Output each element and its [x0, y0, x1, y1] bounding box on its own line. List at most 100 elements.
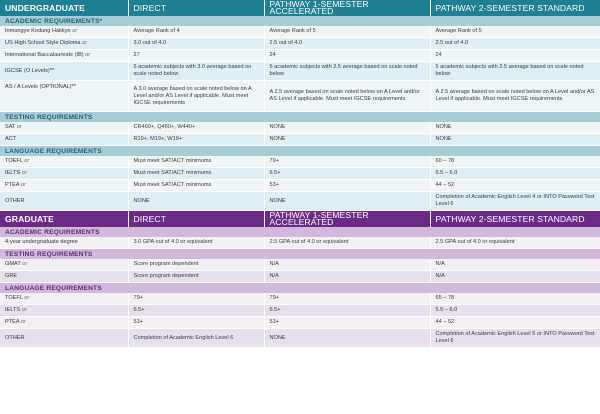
- section-title: TESTING REQUIREMENTS: [0, 248, 600, 259]
- section-header: LANGUAGE REQUIREMENTS: [0, 282, 600, 293]
- row-label: TOEFL or: [0, 293, 129, 305]
- cell-direct: Must meet SAT/ACT minimums: [128, 167, 265, 180]
- cell-direct: 3.0 out of 4.0: [128, 37, 265, 50]
- or-text: or: [24, 295, 30, 301]
- cell-pathway-1: 6.5+: [264, 304, 431, 317]
- undergraduate-header-row: UNDERGRADUATE DIRECT PATHWAY 1-SEMESTER …: [0, 0, 600, 16]
- cell-pathway-1: NONE: [264, 122, 431, 134]
- row-label: SAT or: [0, 122, 129, 134]
- table-row: PTEA or Must meet SAT/ACT minimums 53+ 4…: [0, 179, 600, 192]
- cell-direct: Score program dependent: [128, 259, 265, 271]
- or-text: or: [82, 40, 88, 46]
- cell-pathway-1: NONE: [264, 328, 431, 348]
- requirements-table: UNDERGRADUATE DIRECT PATHWAY 1-SEMESTER …: [0, 0, 600, 348]
- pathway-2-column-header: PATHWAY 2-SEMESTER STANDARD: [430, 0, 600, 16]
- or-text: or: [21, 307, 27, 313]
- section-title: LANGUAGE REQUIREMENTS: [0, 145, 600, 156]
- table-row: SAT or CR460+, Q460+, W440+ NONE NONE: [0, 122, 600, 134]
- row-label-text: PTEA: [5, 319, 20, 325]
- table-row: OTHER Completion of Academic English Lev…: [0, 328, 600, 348]
- row-label: PTEA or: [0, 316, 129, 329]
- row-label: IELTS or: [0, 304, 129, 317]
- row-label-text: AS / A Levels (OPTIONAL)**: [5, 84, 76, 90]
- cell-pathway-1: NONE: [264, 133, 431, 146]
- cell-pathway-2: 65 – 78: [430, 293, 600, 305]
- cell-pathway-2: N/A: [430, 270, 600, 283]
- cell-pathway-1: N/A: [264, 270, 431, 283]
- cell-pathway-1: N/A: [264, 259, 431, 271]
- row-label-text: OTHER: [5, 334, 25, 341]
- section-header: LANGUAGE REQUIREMENTS: [0, 145, 600, 156]
- table-row: PTEA or 53+ 53+ 44 – 52: [0, 316, 600, 329]
- section-title: TESTING REQUIREMENTS: [0, 111, 600, 122]
- cell-direct: 5 academic subjects with 3.0 average bas…: [128, 61, 265, 81]
- cell-direct: Average Rank of 4: [128, 26, 265, 38]
- cell-pathway-1: 53+: [264, 316, 431, 329]
- cell-pathway-1: Average Rank of 5: [264, 26, 431, 38]
- row-label-text: 4-year undergraduate degree: [5, 239, 78, 245]
- cell-pathway-2: 24: [430, 49, 600, 62]
- or-text: or: [20, 319, 26, 325]
- row-label-text: IGCSE (O Levels)**: [5, 67, 55, 74]
- section-header: TESTING REQUIREMENTS: [0, 111, 600, 122]
- cell-pathway-1: 2.5 GPA out of 4.0 or equivalent: [264, 237, 431, 249]
- table-row: GMAT or Score program dependent N/A N/A: [0, 259, 600, 271]
- cell-pathway-2: NONE: [430, 122, 600, 134]
- row-label-text: ACT: [5, 136, 17, 142]
- cell-direct: Score program dependent: [128, 270, 265, 283]
- cell-pathway-2: 5 academic subjects with 2.5 average bas…: [430, 61, 600, 81]
- table-row: 4-year undergraduate degree 3.0 GPA out …: [0, 237, 600, 249]
- row-label-text: IELTS: [5, 307, 21, 313]
- row-label: IGCSE (O Levels)**: [0, 61, 129, 81]
- row-label: AS / A Levels (OPTIONAL)**: [0, 80, 129, 112]
- row-label-text: International Baccalaureate (IB): [5, 52, 84, 58]
- section-title: ACADEMIC REQUIREMENTS*: [0, 16, 600, 26]
- cell-pathway-2: 44 – 52: [430, 179, 600, 192]
- cell-pathway-1: 6.5+: [264, 167, 431, 180]
- row-label: OTHER: [0, 191, 129, 211]
- direct-column-header: DIRECT: [128, 210, 265, 227]
- cell-direct: Completion of Academic English Level 6: [128, 328, 265, 348]
- cell-direct: Must meet SAT/ACT minimums: [128, 156, 265, 168]
- or-text: or: [22, 261, 28, 267]
- row-label-text: TOEFL: [5, 295, 23, 301]
- cell-direct: NONE: [128, 191, 265, 211]
- graduate-title: GRADUATE: [0, 210, 129, 227]
- row-label-text: TOEFL: [5, 158, 23, 164]
- section-title: ACADEMIC REQUIREMENTS: [0, 227, 600, 237]
- table-row: IELTS or Must meet SAT/ACT minimums 6.5+…: [0, 167, 600, 180]
- table-row: IGCSE (O Levels)** 5 academic subjects w…: [0, 61, 600, 81]
- row-label-text: GMAT: [5, 261, 21, 267]
- cell-pathway-1: NONE: [264, 191, 431, 211]
- row-label-text: SAT: [5, 124, 16, 130]
- cell-direct: Must meet SAT/ACT minimums: [128, 179, 265, 192]
- cell-direct: R19+, M19+, W18+: [128, 133, 265, 146]
- table-row: TOEFL or Must meet SAT/ACT minimums 79+ …: [0, 156, 600, 168]
- cell-pathway-1: 79+: [264, 293, 431, 305]
- cell-pathway-2: NONE: [430, 133, 600, 146]
- row-label: IELTS or: [0, 167, 129, 180]
- cell-direct: 3.0 GPA out of 4.0 or equivalent: [128, 237, 265, 249]
- cell-pathway-2: A 2.5 average based on scale noted below…: [430, 80, 600, 112]
- cell-direct: 27: [128, 49, 265, 62]
- or-text: or: [72, 28, 78, 34]
- graduate-header-row: GRADUATE DIRECT PATHWAY 1-SEMESTER ACCEL…: [0, 210, 600, 227]
- table-row: GRE Score program dependent N/A N/A: [0, 270, 600, 283]
- or-text: or: [24, 158, 30, 164]
- or-text: or: [16, 124, 22, 130]
- or-text: or: [21, 170, 27, 176]
- table-row: ACT R19+, M19+, W18+ NONE NONE: [0, 133, 600, 146]
- row-label: International Baccalaureate (IB) or: [0, 49, 129, 62]
- pathway-1-column-header: PATHWAY 1-SEMESTER ACCELERATED: [264, 0, 431, 16]
- table-row: IELTS or 6.5+ 6.5+ 5.5 – 6.0: [0, 304, 600, 317]
- cell-direct: 6.5+: [128, 304, 265, 317]
- or-text: or: [85, 52, 91, 58]
- row-label: 4-year undergraduate degree: [0, 237, 129, 249]
- table-row: International Baccalaureate (IB) or 27 2…: [0, 49, 600, 62]
- cell-pathway-2: 5.5 – 6.0: [430, 167, 600, 180]
- cell-pathway-2: 2.5 out of 4.0: [430, 37, 600, 50]
- cell-pathway-2: N/A: [430, 259, 600, 271]
- section-title: LANGUAGE REQUIREMENTS: [0, 282, 600, 293]
- row-label: PTEA or: [0, 179, 129, 192]
